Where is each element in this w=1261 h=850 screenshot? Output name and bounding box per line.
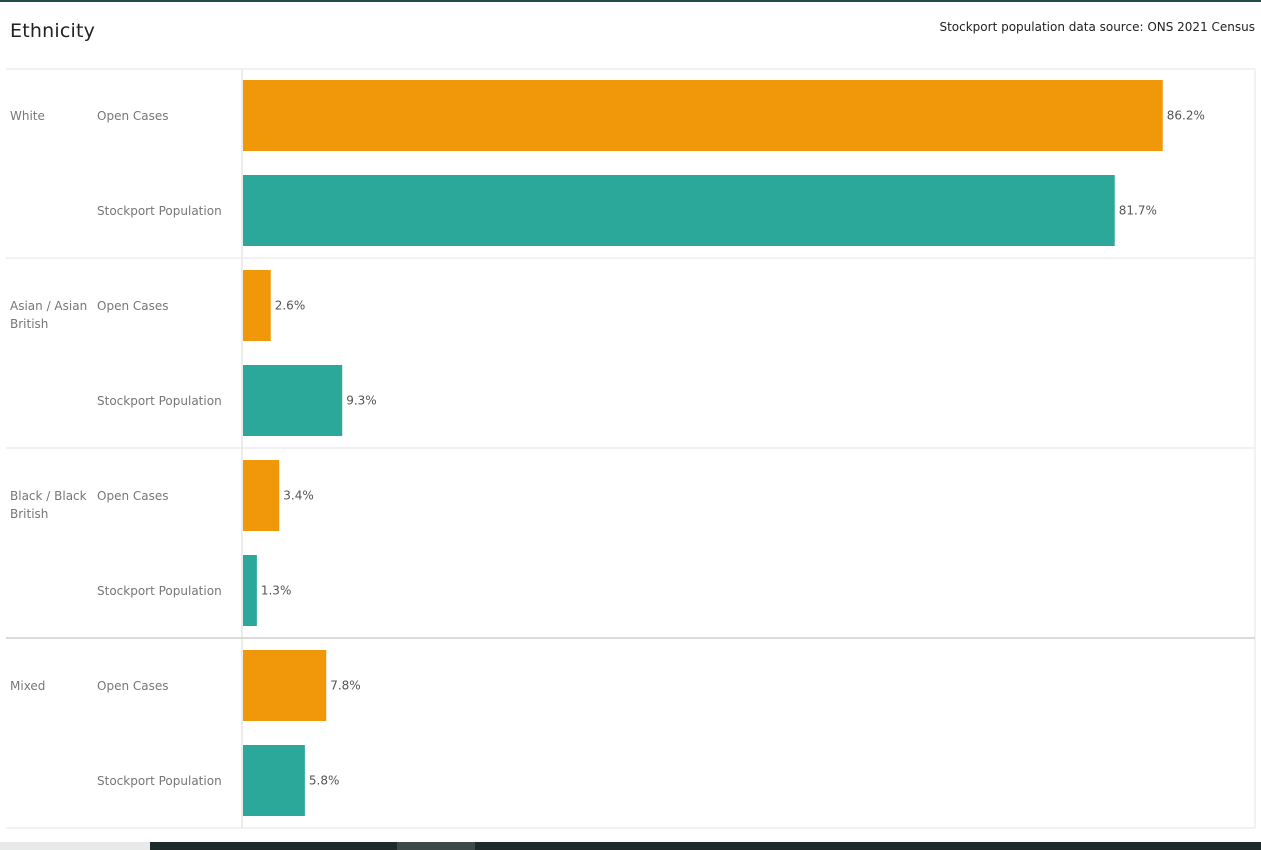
series-label: Open Cases [97, 679, 168, 693]
data-label: 3.4% [283, 489, 314, 503]
category-label: Mixed [10, 679, 45, 693]
bar [243, 80, 1163, 151]
series-label: Stockport Population [97, 204, 222, 218]
bar [243, 460, 280, 531]
series-label: Stockport Population [97, 584, 222, 598]
bottom-tab-left[interactable] [0, 842, 150, 850]
category-label: Asian / Asian British [10, 299, 87, 331]
page-title: Ethnicity [10, 20, 96, 42]
source-note: Stockport population data source: ONS 20… [939, 20, 1255, 34]
series-label: Open Cases [97, 109, 168, 123]
data-label: 86.2% [1167, 109, 1205, 123]
series-label: Stockport Population [97, 774, 222, 788]
bar [243, 745, 305, 816]
bar [243, 175, 1115, 246]
bar [243, 270, 271, 341]
top-rule [0, 0, 1261, 2]
series-label: Open Cases [97, 489, 168, 503]
bar [243, 555, 257, 626]
category-label: Black / Black British [10, 489, 87, 521]
data-label: 5.8% [309, 774, 340, 788]
data-label: 1.3% [261, 584, 292, 598]
data-label: 7.8% [330, 679, 361, 693]
category-label: White [10, 109, 45, 123]
bar [243, 650, 327, 721]
series-label: Stockport Population [97, 394, 222, 408]
bottom-gap [0, 834, 1261, 842]
series-label: Open Cases [97, 299, 168, 313]
data-label: 81.7% [1119, 204, 1157, 218]
data-label: 9.3% [346, 394, 377, 408]
bottom-tab-mid[interactable] [397, 842, 475, 850]
data-label: 2.6% [275, 299, 306, 313]
bar [243, 365, 343, 436]
bottom-toolbar [0, 842, 1261, 850]
